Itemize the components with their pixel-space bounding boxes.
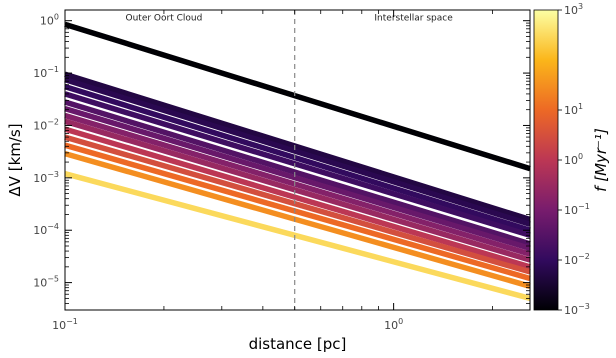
colorbar-tick-label-3: 10−1: [564, 202, 590, 217]
series-line-14: [64, 171, 531, 302]
y-axis-label: ΔV [km/s]: [6, 123, 24, 196]
series-line-6: [64, 99, 531, 247]
colorbar-tick-label-2: 10−2: [564, 252, 590, 267]
colorbar-tick-label-4: 100: [564, 152, 583, 167]
series-line-5: [64, 91, 531, 238]
series-line-11: [64, 134, 531, 275]
colorbar-tick-label-6: 103: [564, 2, 583, 17]
y-tick-label-1: 10−5: [33, 275, 59, 290]
series-group: [64, 21, 531, 302]
colorbar: 10−3 10−2 10−1 100 101 103: [533, 2, 590, 317]
y-tick-label-2: 10−4: [33, 222, 59, 237]
region-label-1: Outer Oort Cloud: [126, 14, 203, 24]
colorbar-tick-label-5: 101: [564, 102, 583, 117]
series-line-1: [64, 21, 531, 172]
series-line-9: [64, 118, 531, 263]
colorbar-gradient: [533, 9, 559, 311]
annotation-group: Outer Oort Cloud Interstellar space: [126, 14, 454, 24]
plot-frame: [64, 9, 531, 311]
series-line-7: [64, 105, 531, 252]
x-axis-label: distance [pc]: [249, 335, 347, 353]
y-tick-label-5: 10−1: [33, 65, 59, 80]
axes-group: 10−1 100 10−5 10−4 10−3 10−2 10−1 100: [33, 9, 531, 332]
series-line-8: [64, 112, 531, 257]
y-tick-label-3: 10−3: [33, 170, 59, 185]
colorbar-label: f [Myr⁻¹]: [592, 128, 610, 192]
series-line-10: [64, 126, 531, 270]
colorbar-tick-label-1: 10−3: [564, 302, 590, 317]
x-tick-label-1: 10−1: [52, 317, 78, 332]
series-line-13: [64, 150, 531, 289]
series-line-3: [64, 76, 531, 227]
series-line-2: [64, 71, 531, 223]
y-tick-label-4: 10−2: [33, 117, 59, 132]
region-label-2: Interstellar space: [374, 14, 453, 24]
x-tick-label-2: 100: [384, 317, 403, 332]
series-line-4: [64, 84, 531, 233]
series-line-12: [64, 142, 531, 282]
y-tick-label-6: 100: [40, 13, 59, 28]
